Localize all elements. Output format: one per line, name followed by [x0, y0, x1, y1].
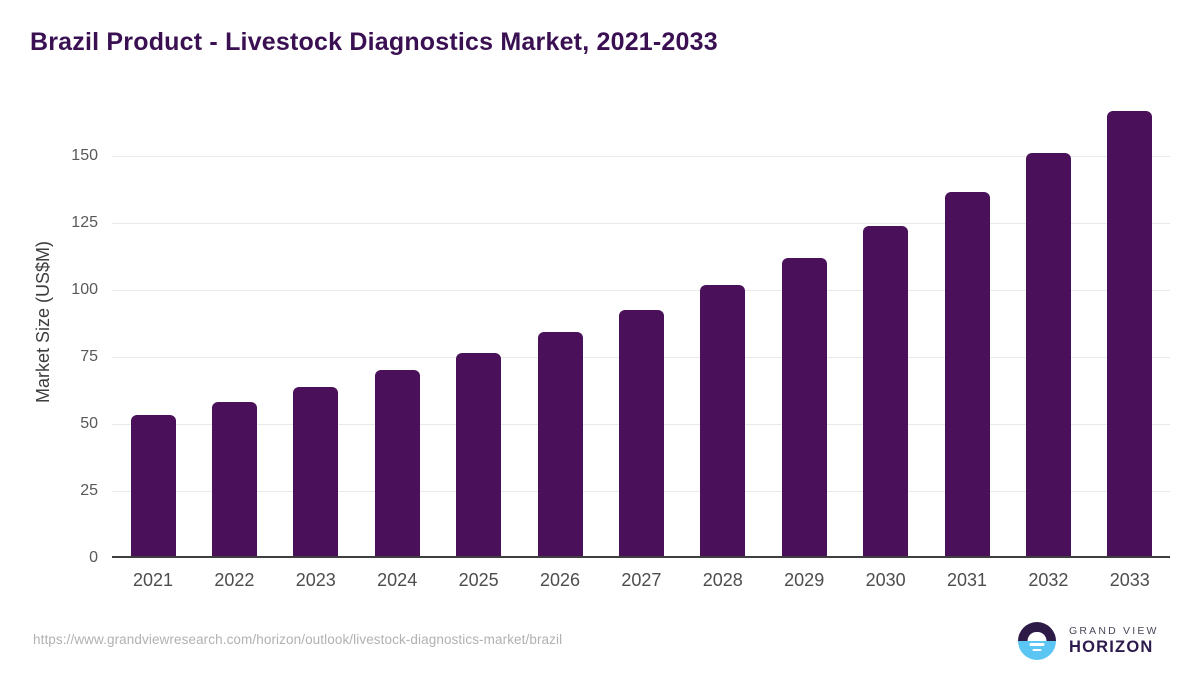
y-tick-label-125: 125 — [71, 214, 98, 231]
logo-sun-shape — [1027, 631, 1047, 641]
bar-2031 — [944, 192, 990, 558]
x-tick-label-2021: 2021 — [132, 570, 174, 590]
x-tick-label-2026: 2026 — [539, 570, 581, 590]
y-tick-label-25: 25 — [80, 482, 98, 499]
bar-2032 — [1025, 152, 1071, 558]
x-tick-label-2030: 2030 — [865, 570, 906, 590]
x-tick-label-2024: 2024 — [377, 570, 418, 590]
bar-2030 — [863, 226, 909, 558]
bar-2028 — [700, 284, 746, 558]
x-tick-label-2025: 2025 — [458, 570, 499, 590]
x-tick-label-2029: 2029 — [784, 570, 825, 590]
bar-2025 — [456, 352, 502, 558]
chart-title: Brazil Product - Livestock Diagnostics M… — [30, 28, 718, 56]
logo-reflection-dash — [1029, 643, 1045, 646]
bar-2033 — [1107, 110, 1153, 558]
x-tick-label-2033: 2033 — [1109, 570, 1150, 590]
x-tick-label-2028: 2028 — [702, 570, 743, 590]
brand-lockup: GRAND VIEW HORIZON — [1018, 622, 1159, 660]
gridline-100 — [112, 290, 1170, 291]
brand-name-top: GRAND VIEW — [1069, 625, 1159, 637]
logo-reflection-dash — [1032, 648, 1042, 652]
x-tick-label-2031: 2031 — [946, 570, 988, 590]
bar-2024 — [374, 369, 420, 558]
y-tick-label-150: 150 — [71, 147, 98, 164]
y-tick-label-100: 100 — [71, 281, 98, 298]
y-tick-label-0: 0 — [89, 549, 98, 566]
plot-area — [112, 100, 1170, 558]
bar-2021 — [130, 415, 176, 558]
x-tick-label-2023: 2023 — [295, 570, 336, 590]
brand-name-bottom: HORIZON — [1069, 638, 1154, 656]
bar-2022 — [211, 401, 257, 558]
x-tick-label-2032: 2032 — [1028, 570, 1069, 590]
bar-2027 — [618, 309, 664, 558]
x-axis-line — [112, 556, 1170, 558]
y-tick-label-50: 50 — [80, 415, 98, 432]
y-tick-label-75: 75 — [80, 348, 98, 365]
bar-2023 — [293, 386, 339, 558]
brand-text: GRAND VIEW HORIZON — [1069, 625, 1159, 657]
x-tick-label-2027: 2027 — [621, 570, 662, 590]
source-url-text: https://www.grandviewresearch.com/horizo… — [33, 632, 563, 647]
gridline-125 — [112, 223, 1170, 224]
x-tick-label-2022: 2022 — [214, 570, 255, 590]
bar-2026 — [537, 331, 583, 558]
bar-2029 — [781, 257, 827, 558]
grand-view-horizon-logo-icon — [1018, 622, 1056, 660]
gridline-150 — [112, 156, 1170, 157]
